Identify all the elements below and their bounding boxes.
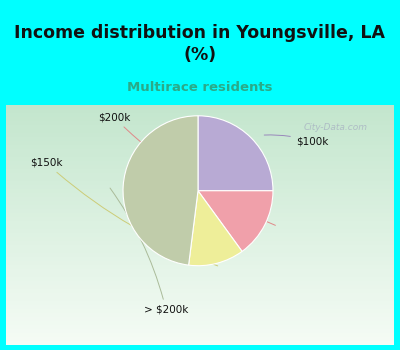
Bar	[6, 253, 394, 257]
Text: $100k: $100k	[264, 135, 328, 147]
Bar	[6, 221, 394, 225]
Bar	[6, 281, 394, 285]
Wedge shape	[198, 191, 273, 251]
Bar	[6, 165, 394, 169]
Text: Multirace residents: Multirace residents	[127, 81, 273, 94]
Bar	[6, 113, 394, 117]
Bar	[6, 121, 394, 125]
Bar	[6, 149, 394, 153]
Bar	[6, 341, 394, 345]
Bar	[6, 277, 394, 281]
Bar	[6, 285, 394, 289]
Bar	[6, 185, 394, 189]
Bar	[6, 249, 394, 253]
Bar	[6, 309, 394, 313]
Bar	[6, 133, 394, 137]
Bar	[6, 269, 394, 273]
Bar	[6, 261, 394, 265]
Bar	[6, 337, 394, 341]
Bar	[6, 169, 394, 173]
Bar	[6, 257, 394, 261]
Bar	[6, 245, 394, 249]
Bar	[6, 209, 394, 213]
Bar	[6, 333, 394, 337]
Bar	[6, 325, 394, 329]
Bar	[6, 301, 394, 305]
Bar	[6, 289, 394, 293]
Wedge shape	[198, 116, 273, 191]
Bar	[6, 329, 394, 333]
Bar	[6, 241, 394, 245]
Bar	[6, 177, 394, 181]
Bar	[6, 145, 394, 149]
Bar	[6, 305, 394, 309]
Bar	[6, 197, 394, 201]
Text: $200k: $200k	[98, 112, 276, 225]
Bar	[6, 109, 394, 113]
Bar	[6, 233, 394, 237]
Bar	[6, 161, 394, 165]
Bar	[6, 137, 394, 141]
Bar	[6, 321, 394, 325]
Bar	[6, 217, 394, 221]
Bar	[6, 189, 394, 193]
Bar	[6, 181, 394, 185]
Text: > $200k: > $200k	[110, 188, 188, 315]
Wedge shape	[189, 191, 242, 266]
Bar	[6, 313, 394, 317]
Bar	[6, 297, 394, 301]
Bar	[6, 317, 394, 321]
Bar	[6, 141, 394, 145]
Text: $150k: $150k	[30, 158, 218, 266]
Bar	[6, 193, 394, 197]
Bar	[6, 129, 394, 133]
Bar	[6, 153, 394, 157]
Text: Income distribution in Youngsville, LA
(%): Income distribution in Youngsville, LA (…	[14, 24, 386, 64]
Bar	[6, 173, 394, 177]
Bar	[6, 205, 394, 209]
Bar	[6, 125, 394, 129]
Bar	[6, 265, 394, 269]
Bar	[6, 213, 394, 217]
Wedge shape	[123, 116, 198, 265]
Bar	[6, 201, 394, 205]
Bar	[6, 273, 394, 277]
Bar	[6, 157, 394, 161]
Bar	[6, 229, 394, 233]
Text: City-Data.com: City-Data.com	[304, 123, 368, 132]
Bar	[6, 105, 394, 109]
Bar	[6, 237, 394, 241]
Bar	[6, 293, 394, 297]
Bar	[6, 117, 394, 121]
Bar	[6, 225, 394, 229]
